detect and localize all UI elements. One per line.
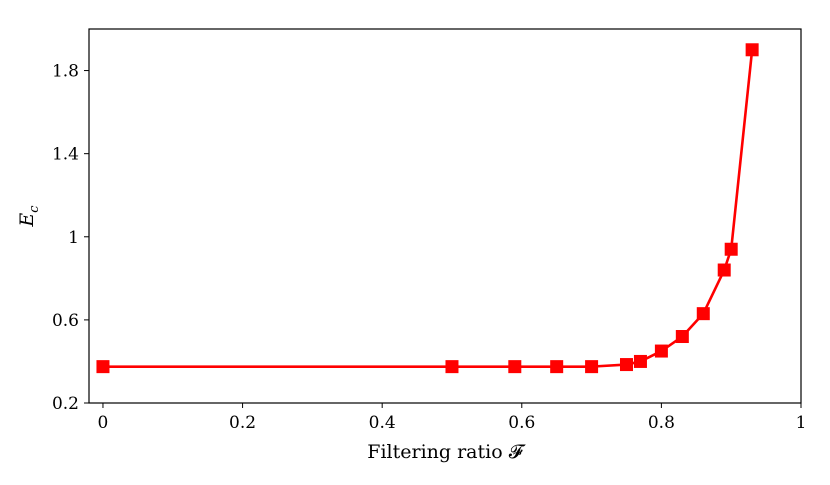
data-point-marker bbox=[717, 263, 731, 277]
axes-frame bbox=[88, 28, 802, 404]
data-point-marker bbox=[696, 307, 710, 321]
x-tick-label: 0.4 bbox=[369, 413, 396, 433]
series-line bbox=[102, 49, 754, 368]
y-axis-label: Ec bbox=[16, 205, 42, 228]
data-point-marker bbox=[633, 354, 647, 368]
data-point-marker bbox=[96, 360, 110, 374]
y-tick-label: 1.8 bbox=[52, 62, 79, 82]
data-point-marker bbox=[654, 344, 668, 358]
y-tick-label: 1 bbox=[68, 228, 79, 248]
y-axis: 0.2 0.6 1 1.4 1.8 bbox=[52, 62, 89, 414]
data-point-marker bbox=[745, 43, 759, 57]
x-tick-label: 0.6 bbox=[508, 413, 535, 433]
y-axis-label-subscript: c bbox=[27, 205, 42, 213]
plot-area bbox=[96, 43, 759, 374]
data-point-marker bbox=[508, 360, 522, 374]
data-point-marker bbox=[550, 360, 564, 374]
x-axis-label: Filtering ratio 𝓕 bbox=[367, 441, 526, 463]
data-point-marker bbox=[585, 360, 599, 374]
data-point-marker bbox=[675, 330, 689, 344]
y-axis-label-main: E bbox=[16, 213, 38, 228]
x-tick-label: 0 bbox=[98, 413, 109, 433]
x-tick-label: 0.2 bbox=[229, 413, 256, 433]
data-point-marker bbox=[724, 242, 738, 256]
y-tick-label: 0.6 bbox=[52, 311, 79, 331]
data-point-marker bbox=[619, 358, 633, 372]
data-point-marker bbox=[445, 360, 459, 374]
x-tick-label: 1 bbox=[796, 413, 807, 433]
y-tick-label: 1.4 bbox=[52, 145, 79, 165]
y-tick-label: 0.2 bbox=[52, 394, 79, 414]
x-axis: 0 0.2 0.4 0.6 0.8 1 bbox=[98, 403, 807, 433]
x-tick-label: 0.8 bbox=[648, 413, 675, 433]
